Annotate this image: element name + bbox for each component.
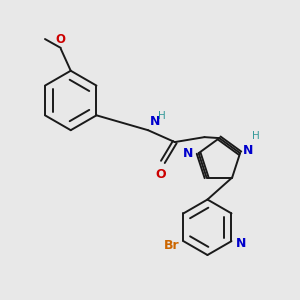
Text: N: N <box>236 237 246 250</box>
Text: Br: Br <box>164 238 179 252</box>
Text: N: N <box>243 144 254 157</box>
Text: H: H <box>158 111 166 121</box>
Text: O: O <box>56 33 66 46</box>
Text: N: N <box>150 115 160 128</box>
Text: O: O <box>156 168 166 181</box>
Text: H: H <box>252 131 260 141</box>
Text: N: N <box>183 147 194 160</box>
